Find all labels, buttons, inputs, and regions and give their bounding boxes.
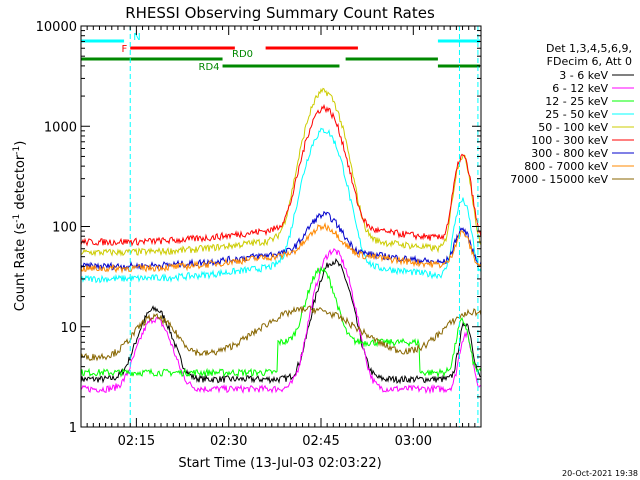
series-line bbox=[80, 87, 482, 257]
x-axis: 02:15 02:30 02:45 03:00 bbox=[80, 26, 482, 449]
x-tick-label: 02:15 bbox=[118, 434, 155, 449]
y-tick-label: 100 bbox=[52, 221, 77, 236]
series-line bbox=[80, 257, 482, 385]
series-line bbox=[80, 222, 482, 274]
y-label-part2: detector bbox=[13, 154, 28, 214]
y-tick-label: 10 bbox=[60, 321, 77, 336]
x-tick-label: 03:00 bbox=[395, 434, 432, 449]
data-curves bbox=[80, 87, 482, 395]
chart-title: RHESSI Observing Summary Count Rates bbox=[125, 4, 435, 22]
y-axis: 1 10 100 1000 10000 bbox=[36, 20, 481, 436]
series-line bbox=[80, 305, 482, 362]
series-line bbox=[80, 103, 482, 247]
legend-entry-label: 3 - 6 keV bbox=[559, 69, 608, 82]
legend-entry-label: 25 - 50 keV bbox=[545, 108, 608, 121]
series-line bbox=[80, 127, 482, 284]
y-label-part3: ) bbox=[13, 141, 28, 146]
y-label-sup2: -1 bbox=[12, 146, 22, 155]
flag-label: F bbox=[121, 44, 127, 55]
legend-header: FDecim 6, Att 0 bbox=[547, 55, 632, 68]
y-label-part1: Count Rate (s bbox=[13, 223, 28, 312]
flag-label: N bbox=[133, 32, 140, 43]
legend-entry-label: 300 - 800 keV bbox=[531, 147, 608, 160]
timestamp: 20-Oct-2021 19:38 bbox=[562, 469, 638, 478]
legend-entry-label: 50 - 100 keV bbox=[538, 121, 608, 134]
series-line bbox=[80, 210, 482, 272]
series-line bbox=[80, 248, 482, 395]
legend-entry-label: 100 - 300 keV bbox=[531, 134, 608, 147]
legend-entry-label: 800 - 7000 keV bbox=[524, 160, 608, 173]
series-line bbox=[80, 265, 482, 378]
x-tick-label: 02:45 bbox=[302, 434, 339, 449]
flag-label: RD0 bbox=[232, 49, 253, 60]
legend-entry-label: 12 - 25 keV bbox=[545, 95, 608, 108]
legend-entry-label: 7000 - 15000 keV bbox=[510, 173, 608, 186]
y-axis-label: Count Rate (s-1 detector-1) bbox=[12, 141, 28, 312]
y-tick-label: 10000 bbox=[36, 20, 77, 35]
legend-header: Det 1,3,4,5,6,9, bbox=[546, 42, 632, 55]
x-axis-label: Start Time (13-Jul-03 02:03:22) bbox=[178, 456, 381, 471]
legend-entry-label: 6 - 12 keV bbox=[552, 82, 608, 95]
x-tick-label: 02:30 bbox=[210, 434, 247, 449]
y-tick-label: 1000 bbox=[44, 120, 77, 135]
legend: Det 1,3,4,5,6,9,FDecim 6, Att 03 - 6 keV… bbox=[510, 42, 634, 186]
y-tick-label: 1 bbox=[69, 421, 77, 436]
flag-label: RD4 bbox=[199, 62, 220, 73]
y-label-sup1: -1 bbox=[12, 214, 22, 223]
